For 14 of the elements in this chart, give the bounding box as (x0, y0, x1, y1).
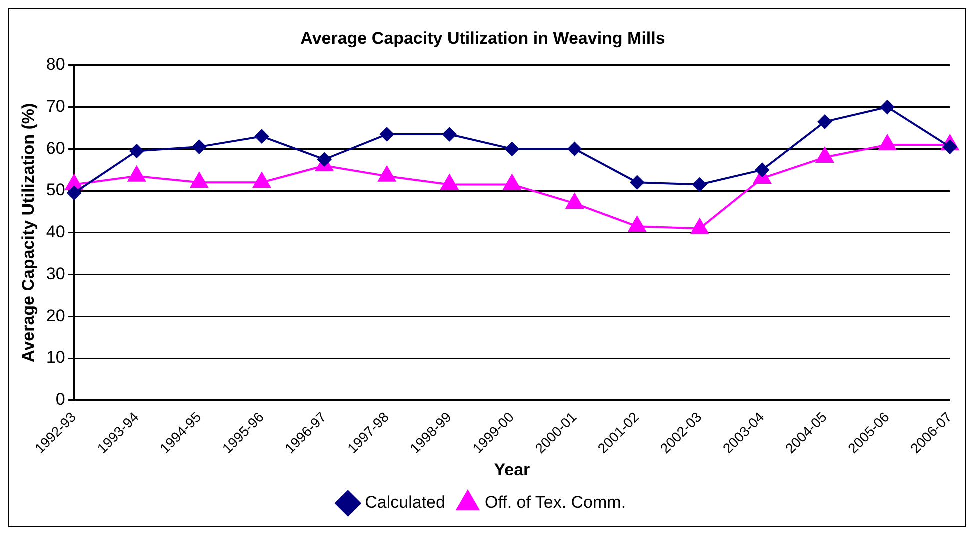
y-tick-label: 30 (46, 264, 66, 284)
y-tick-label: 10 (46, 348, 66, 368)
y-tick-label: 0 (56, 390, 66, 410)
legend-label: Calculated (365, 493, 446, 512)
y-tick-label: 40 (46, 222, 66, 242)
x-axis-title: Year (494, 460, 531, 480)
y-tick-label: 80 (46, 55, 66, 74)
y-tick-label: 70 (46, 96, 66, 116)
y-axis-title: Average Capacity Utilization (%) (18, 103, 38, 362)
y-tick-label: 50 (46, 180, 66, 200)
legend-label: Off. of Tex. Comm. (484, 493, 626, 512)
y-tick-label: 20 (46, 306, 66, 326)
y-tick-label: 60 (46, 138, 66, 158)
chart-title: Average Capacity Utilization in Weaving Mills (300, 28, 666, 48)
